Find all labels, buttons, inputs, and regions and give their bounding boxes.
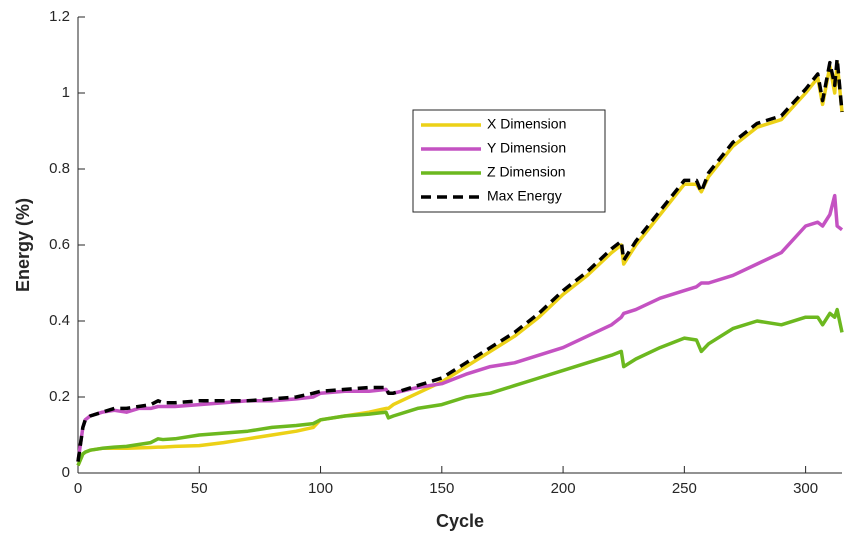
y-tick-label: 0.8	[49, 160, 70, 177]
x-tick-label: 100	[308, 480, 333, 497]
legend-label: Y Dimension	[487, 140, 566, 156]
y-tick-label: 0	[62, 464, 70, 481]
x-tick-label: 0	[74, 480, 82, 497]
y-tick-label: 1.2	[49, 8, 70, 25]
x-tick-label: 150	[429, 480, 454, 497]
y-tick-label: 0.2	[49, 388, 70, 405]
legend-label: Max Energy	[487, 188, 562, 204]
series-line	[76, 307, 844, 467]
x-axis-title: Cycle	[436, 511, 484, 531]
series-line	[76, 60, 844, 467]
y-tick-label: 1	[62, 84, 70, 101]
x-tick-label: 300	[793, 480, 818, 497]
legend: X Dimension Y Dimension Z Dimension Max Ene…	[412, 109, 606, 213]
legend-label: Z Dimension	[487, 164, 566, 180]
series-line	[76, 193, 844, 462]
y-axis-title: Energy (%)	[13, 198, 33, 292]
y-tick-label: 0.6	[49, 236, 70, 253]
y-tick-label: 0.4	[49, 312, 70, 329]
x-tick-label: 50	[191, 480, 208, 497]
legend-label: X Dimension	[487, 116, 566, 132]
x-tick-label: 200	[551, 480, 576, 497]
series-line	[76, 57, 844, 462]
legend-box	[412, 109, 606, 213]
x-tick-label: 250	[672, 480, 697, 497]
